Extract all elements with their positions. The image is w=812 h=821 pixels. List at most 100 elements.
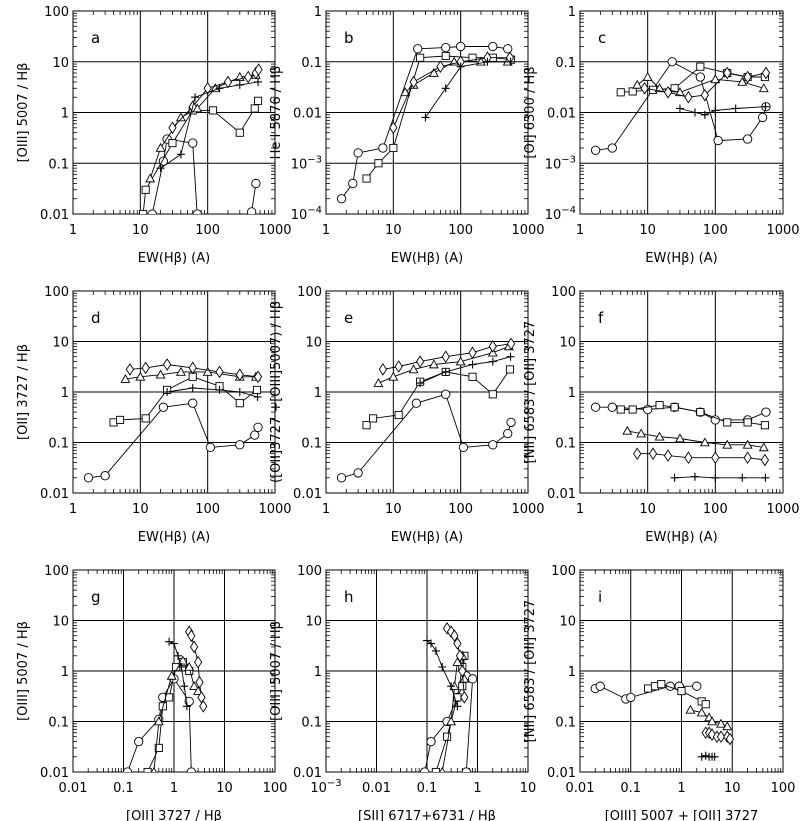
data-point-triangle <box>742 439 753 449</box>
series-group <box>420 622 478 772</box>
x-tick-label: 1 <box>576 223 584 238</box>
data-point-square <box>235 399 244 408</box>
data-point-plus <box>235 80 244 89</box>
data-point-square <box>677 687 686 696</box>
data-point-triangle <box>674 433 685 443</box>
data-point-diamond <box>415 355 425 368</box>
y-tick-label: 0.1 <box>555 437 576 452</box>
data-point-plus <box>468 360 477 369</box>
y-tick-label: 10−3 <box>545 154 576 172</box>
data-point-circle <box>590 145 601 155</box>
x-tick-label: 100 <box>195 223 220 238</box>
data-point-triangle <box>758 442 769 452</box>
data-point-square <box>628 87 637 96</box>
y-tick-label: 0.1 <box>48 716 69 731</box>
data-point-diamond <box>640 81 649 95</box>
data-point-plus <box>177 663 186 672</box>
data-point-triangle <box>177 655 188 665</box>
y-tick-label: 1 <box>314 5 322 20</box>
data-point-plus <box>180 682 189 691</box>
data-point-circle <box>336 473 347 483</box>
x-tick-label: 10 <box>724 781 741 796</box>
data-point-circle <box>188 138 198 148</box>
y-tick-label: 0.1 <box>301 56 322 71</box>
data-point-circle <box>695 72 705 82</box>
data-point-triangle <box>120 373 131 383</box>
x-tick-label: 1000 <box>511 502 544 517</box>
series-group <box>590 680 735 761</box>
panel-label: i <box>598 588 602 606</box>
y-axis-label: [OIII] 5007 / Hβ <box>269 621 284 721</box>
data-point-diamond <box>663 85 673 99</box>
data-point-triangle <box>455 356 466 366</box>
data-point-square <box>616 405 625 414</box>
data-point-circle <box>253 422 263 432</box>
x-tick-label: 100 <box>703 223 728 238</box>
panel-label: f <box>598 309 604 327</box>
data-point-triangle <box>452 656 463 666</box>
y-tick-label: 0.01 <box>40 766 69 781</box>
y-tick-label: 10−4 <box>291 205 322 223</box>
data-point-diamond <box>253 370 263 384</box>
data-point-plus <box>670 473 679 482</box>
data-point-circle <box>83 473 94 483</box>
data-point-circle <box>607 143 617 153</box>
y-axis-label: [NII] 6583 / [OII] 3727 <box>523 600 538 743</box>
y-tick-label: 1 <box>61 386 69 401</box>
y-tick-label: 100 <box>44 5 69 20</box>
data-point-triangle <box>636 428 647 438</box>
data-point-triangle <box>722 439 733 449</box>
y-tick-label: 0.1 <box>301 437 322 452</box>
x-tick-label: 10 <box>132 223 149 238</box>
x-tick-label: 1 <box>69 502 77 517</box>
data-point-square <box>116 415 125 424</box>
data-point-triangle <box>153 716 164 726</box>
data-point-plus <box>438 663 447 672</box>
data-point-square <box>394 410 403 420</box>
data-point-triangle <box>654 83 665 93</box>
x-tick-label: 10 <box>639 223 656 238</box>
panel-i: 0.01 0.1 1 10 100 0.01 0.1 1 10 100 [OIII] 5007 + … <box>523 564 795 821</box>
y-tick-label: 0.01 <box>547 107 576 122</box>
y-tick-label: 0.01 <box>547 487 576 502</box>
data-point-triangle <box>166 670 177 680</box>
x-tick-label: 10 <box>132 502 149 517</box>
data-point-circle <box>506 417 516 428</box>
data-point-plus <box>506 352 515 361</box>
data-point-diamond <box>394 360 403 373</box>
data-point-diamond <box>254 63 263 76</box>
data-point-plus <box>235 388 244 396</box>
data-point-triangle <box>737 76 748 86</box>
x-tick-label: 1000 <box>511 223 544 238</box>
data-point-circle <box>503 428 513 439</box>
y-tick-label: 0.1 <box>48 437 69 452</box>
y-tick-label: 1 <box>314 386 322 401</box>
data-point-diamond <box>761 66 771 80</box>
series-group <box>590 401 771 482</box>
data-point-circle <box>147 209 157 214</box>
data-point-diamond <box>168 121 177 135</box>
x-tick-label: 1 <box>322 223 330 238</box>
series-line-triangle <box>441 654 465 772</box>
x-tick-label: 1 <box>677 781 685 796</box>
panel-f: 1 10 100 1000 0.01 0.1 1 10 100 EW(Hβ) (A) [NII] 6… <box>523 285 800 545</box>
data-point-square <box>168 139 177 148</box>
panel-label: d <box>91 309 101 327</box>
x-tick-label: 0.1 <box>620 781 641 796</box>
data-point-diamond <box>760 453 770 467</box>
panel-label: a <box>91 29 100 47</box>
data-point-diamond <box>468 346 477 360</box>
data-point-square <box>416 53 425 62</box>
y-tick-label: 0.01 <box>40 487 69 502</box>
data-point-circle <box>441 42 451 53</box>
data-point-square <box>235 128 244 137</box>
data-point-circle <box>205 442 216 453</box>
y-tick-label: 1 <box>61 107 69 122</box>
y-tick-label: 10 <box>559 336 576 351</box>
x-tick-label: 100 <box>448 223 473 238</box>
data-point-diamond <box>648 447 658 461</box>
data-point-square <box>468 372 477 381</box>
x-tick-label: 0.01 <box>566 781 595 796</box>
y-tick-label: 1 <box>61 665 69 680</box>
